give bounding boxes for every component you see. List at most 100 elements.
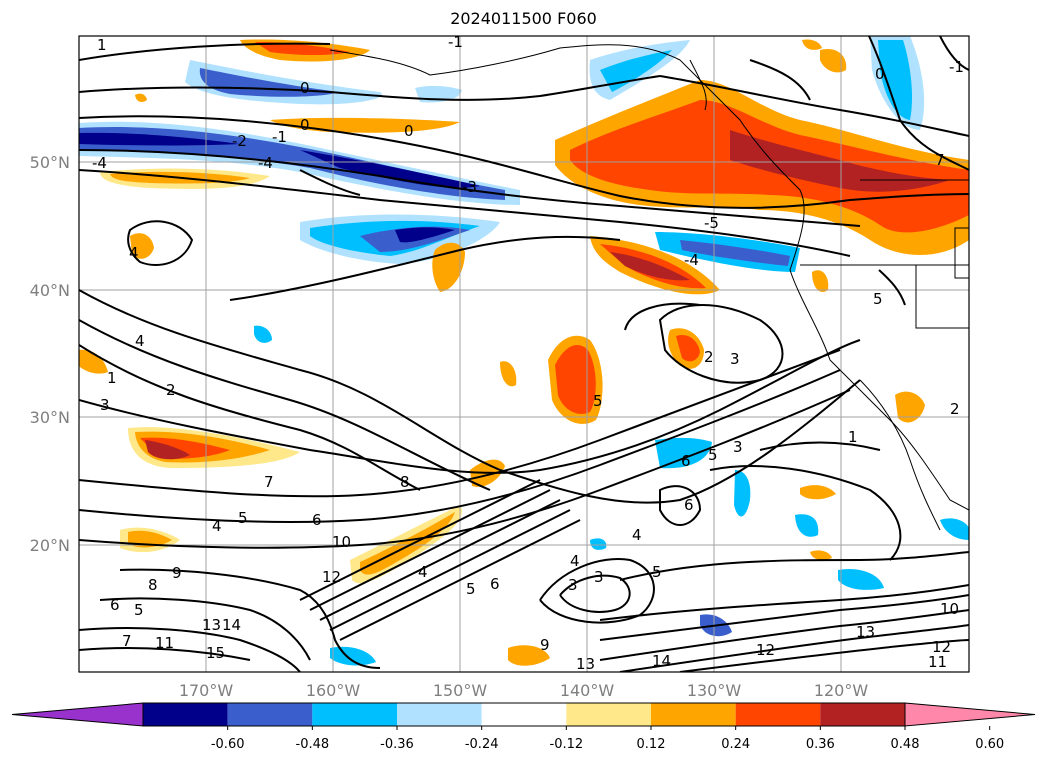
contour-label: 13 bbox=[576, 655, 595, 673]
contour-label: 7 bbox=[122, 632, 132, 650]
contour-label: 1 bbox=[97, 36, 107, 54]
colorbar-tick-label: -0.36 bbox=[380, 737, 414, 752]
colorbar-swatch bbox=[312, 703, 397, 726]
contour-label: 4 bbox=[135, 332, 145, 350]
lat-label-30n: 30°N bbox=[30, 408, 70, 427]
contour-label: 13 bbox=[202, 616, 221, 634]
colorbar-swatch bbox=[143, 703, 228, 726]
contour-label: 0 bbox=[300, 116, 310, 134]
colorbar-tick-label: 0.36 bbox=[806, 737, 835, 752]
colorbar: -0.60 -0.48 -0.36 -0.24 -0.12 0.12 0.24 0.36 0.4… bbox=[11, 702, 1036, 752]
contour-label: -4 bbox=[92, 154, 107, 172]
contour-label: 5 bbox=[134, 601, 144, 619]
contour-label: 5 bbox=[593, 392, 603, 410]
colorbar-swatch bbox=[651, 703, 736, 726]
colorbar-swatch bbox=[397, 703, 482, 726]
contour-label: 4 bbox=[632, 526, 642, 544]
longitude-labels: 170°W 160°W 150°W 140°W 130°W 120°W bbox=[179, 681, 869, 700]
contour-label: 6 bbox=[312, 511, 322, 529]
contour-label: 14 bbox=[222, 616, 241, 634]
lon-label-140w: 140°W bbox=[560, 681, 615, 700]
colorbar-tick-label: 0.48 bbox=[891, 737, 920, 752]
contour-label: 10 bbox=[940, 600, 959, 618]
contour-label: 1 bbox=[848, 428, 858, 446]
colorbar-tick-label: 0.24 bbox=[721, 737, 750, 752]
contour-label: 4 bbox=[129, 244, 139, 262]
contour-label: 11 bbox=[928, 653, 947, 671]
contour-label: 5 bbox=[708, 446, 718, 464]
contour-label: 3 bbox=[733, 438, 743, 456]
contour-label: 5 bbox=[873, 290, 883, 308]
colorbar-extend-low bbox=[11, 702, 144, 727]
contour-label: 14 bbox=[652, 652, 671, 670]
contour-label: 7 bbox=[264, 473, 274, 491]
contour-label: 2 bbox=[166, 381, 176, 399]
contour-label: 0 bbox=[875, 65, 885, 83]
contour-label: 1 bbox=[107, 369, 117, 387]
contour-label: 11 bbox=[155, 634, 174, 652]
lat-label-20n: 20°N bbox=[30, 536, 70, 555]
contour-label: -1 bbox=[448, 33, 463, 51]
lon-label-170w: 170°W bbox=[179, 681, 234, 700]
contour-label: 2 bbox=[950, 400, 960, 418]
map-frame bbox=[78, 35, 970, 673]
colorbar-tick-label: -0.24 bbox=[465, 737, 499, 752]
contour-label: 5 bbox=[466, 580, 476, 598]
contour-label: 9 bbox=[540, 636, 550, 654]
colorbar-swatch bbox=[735, 703, 821, 726]
contour-label: 8 bbox=[148, 576, 158, 594]
contour-label: 6 bbox=[681, 452, 691, 470]
contour-label: 7 bbox=[935, 151, 945, 169]
contour-label: -2 bbox=[232, 132, 247, 150]
lon-label-150w: 150°W bbox=[433, 681, 488, 700]
colorbar-tick-label: -0.60 bbox=[211, 737, 245, 752]
contour-label: 4 bbox=[418, 563, 428, 581]
contour-label: 12 bbox=[322, 568, 341, 586]
contour-label: -3 bbox=[462, 178, 477, 196]
colorbar-swatch bbox=[227, 703, 313, 726]
colorbar-tick-label: 0.60 bbox=[975, 737, 1004, 752]
contour-label: -4 bbox=[684, 251, 699, 269]
contour-label: 8 bbox=[400, 473, 410, 491]
colorbar-extend-high bbox=[904, 702, 1036, 727]
colorbar-swatch bbox=[481, 703, 567, 726]
contour-label: 3 bbox=[730, 350, 740, 368]
contour-label: 12 bbox=[756, 641, 775, 659]
colorbar-tick-label: 0.12 bbox=[637, 737, 666, 752]
contour-labels: 1 0 -1 0 0 -2 -1 -4 -4 -3 -5 -4 0 -1 5 4… bbox=[92, 33, 964, 673]
contour-label: 4 bbox=[570, 552, 580, 570]
contour-label: 13 bbox=[856, 623, 875, 641]
lat-label-50n: 50°N bbox=[30, 153, 70, 172]
latitude-labels: 50°N 40°N 30°N 20°N bbox=[30, 153, 70, 555]
contour-label: 12 bbox=[932, 638, 951, 656]
colorbar-outline bbox=[142, 702, 906, 727]
contour-label: -1 bbox=[949, 58, 964, 76]
contour-label: -4 bbox=[258, 154, 273, 172]
contour-label: 15 bbox=[206, 644, 225, 662]
lon-label-160w: 160°W bbox=[306, 681, 361, 700]
contour-label: 5 bbox=[238, 509, 248, 527]
contour-label: 6 bbox=[110, 596, 120, 614]
contour-lines bbox=[79, 36, 969, 672]
lon-label-130w: 130°W bbox=[687, 681, 742, 700]
colorbar-swatch bbox=[566, 703, 651, 726]
contour-label: -5 bbox=[704, 214, 719, 232]
lat-label-40n: 40°N bbox=[30, 281, 70, 300]
contour-label: 3 bbox=[100, 396, 110, 414]
contour-label: 5 bbox=[652, 563, 662, 581]
contour-label: 9 bbox=[172, 564, 182, 582]
contour-label: 10 bbox=[332, 533, 351, 551]
contour-label: 6 bbox=[490, 575, 500, 593]
contour-label: 0 bbox=[404, 122, 414, 140]
contour-label: 4 bbox=[212, 517, 222, 535]
lon-label-120w: 120°W bbox=[814, 681, 869, 700]
contour-label: 2 bbox=[704, 348, 714, 366]
colorbar-swatch bbox=[820, 703, 905, 726]
coastlines bbox=[329, 44, 969, 531]
contour-label: 3 bbox=[594, 568, 604, 586]
colorbar-tick-label: -0.48 bbox=[296, 737, 330, 752]
contour-label: 6 bbox=[684, 496, 694, 514]
contour-label: -1 bbox=[272, 128, 287, 146]
contour-label: 3 bbox=[568, 576, 578, 594]
